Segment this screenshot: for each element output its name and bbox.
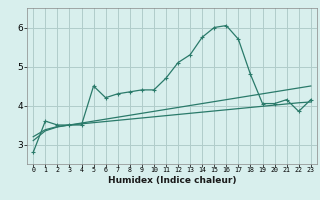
X-axis label: Humidex (Indice chaleur): Humidex (Indice chaleur)	[108, 176, 236, 185]
